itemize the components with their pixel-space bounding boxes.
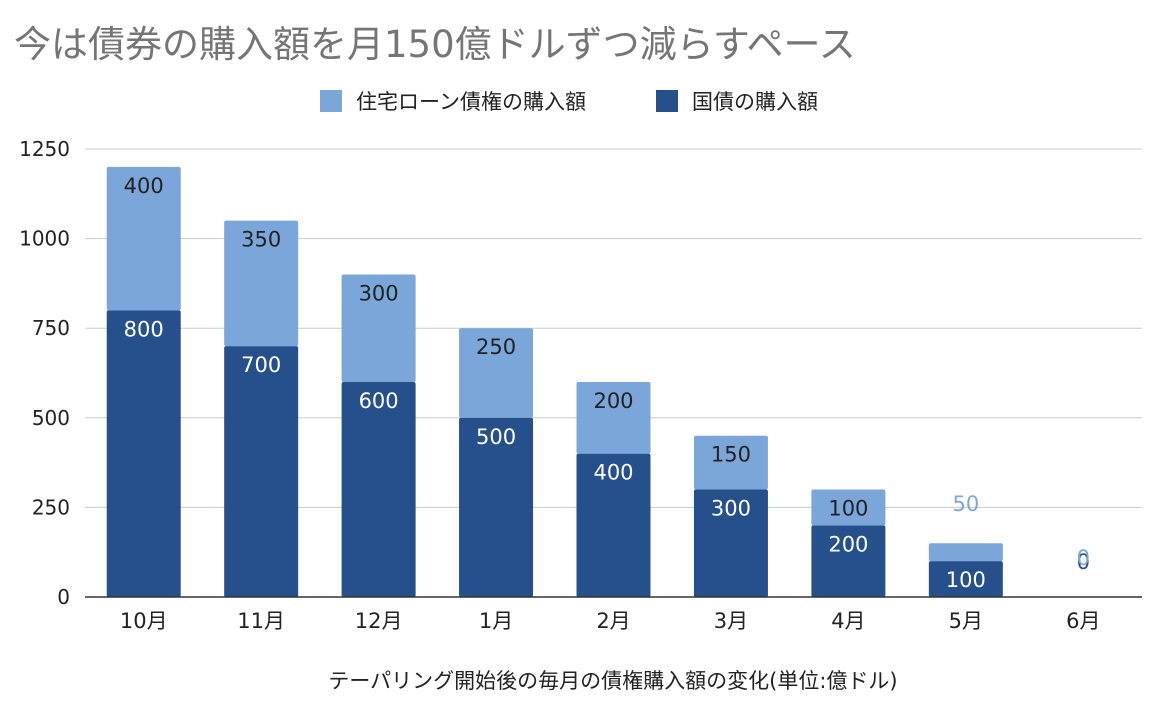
bar-group: 500 250 — [459, 328, 534, 597]
bar-group: 200 100 — [811, 489, 886, 597]
x-tick-label: 2月 — [596, 609, 630, 633]
x-tick-label: 11月 — [237, 609, 285, 633]
bar-mortgage — [693, 435, 768, 490]
bar-group: 400 200 — [576, 381, 651, 597]
y-tick-label: 250 — [32, 495, 70, 519]
x-tick-label: 6月 — [1066, 609, 1100, 633]
bar-mortgage — [106, 166, 181, 311]
legend-item-mortgage: 住宅ローン債権の購入額 — [320, 84, 586, 118]
bar-mortgage — [811, 489, 886, 526]
x-axis-title: テーパリング開始後の毎月の債権購入額の変化(単位:億ドル) — [328, 669, 897, 693]
bar-mortgage — [459, 328, 534, 418]
y-tick-label: 1250 — [19, 137, 70, 161]
bar-treasury — [224, 346, 299, 597]
y-tick-label: 1000 — [19, 227, 70, 251]
bar-treasury — [576, 453, 651, 597]
x-tick-label: 10月 — [120, 609, 168, 633]
legend-label-treasury: 国債の購入額 — [692, 90, 818, 114]
y-tick-label: 0 — [57, 585, 70, 609]
bar-treasury — [459, 417, 534, 597]
bar-treasury — [106, 310, 181, 597]
data-label-mortgage: 400 — [124, 174, 164, 198]
data-label-mortgage: 150 — [711, 443, 751, 467]
data-label-treasury: 0 — [1077, 550, 1090, 574]
legend-item-treasury: 国債の購入額 — [656, 84, 818, 118]
data-label-mortgage: 200 — [593, 389, 633, 413]
bar-mortgage — [576, 381, 651, 454]
bar-treasury — [341, 381, 416, 597]
x-tick-label: 5月 — [949, 609, 983, 633]
data-label-treasury: 100 — [946, 568, 986, 592]
data-label-mortgage: 100 — [828, 496, 868, 520]
data-label-mortgage: 50 — [952, 492, 979, 516]
data-label-treasury: 300 — [711, 496, 751, 520]
legend-label-mortgage: 住宅ローン債権の購入額 — [356, 90, 586, 114]
bar-group: 00 — [1077, 546, 1090, 574]
legend-swatch-mortgage — [320, 90, 342, 112]
x-tick-label: 3月 — [714, 609, 748, 633]
bar-treasury — [693, 489, 768, 597]
data-label-mortgage: 250 — [476, 335, 516, 359]
data-label-treasury: 600 — [359, 389, 399, 413]
y-tick-label: 750 — [32, 316, 70, 340]
data-label-treasury: 400 — [593, 461, 633, 485]
data-label-mortgage: 0 — [1077, 546, 1090, 570]
bar-group: 600 300 — [341, 274, 416, 597]
x-tick-label: 12月 — [355, 609, 403, 633]
data-label-treasury: 200 — [828, 532, 868, 556]
bar-group: 300 150 — [693, 435, 768, 597]
data-label-treasury: 800 — [124, 317, 164, 341]
x-axis-ticks: 10月 11月 12月 1月 2月 3月 4月 5月 6月 — [120, 609, 1101, 633]
x-tick-label: 1月 — [479, 609, 513, 633]
bar-mortgage — [341, 274, 416, 382]
y-axis-ticks: 0 250 500 750 1000 1250 — [19, 137, 70, 609]
data-label-treasury: 500 — [476, 425, 516, 449]
bar-group: 700 350 — [224, 220, 299, 597]
bar-group: 100 50 — [928, 492, 1003, 597]
chart-title: 今は債券の購入額を月150億ドルずつ減らすペース — [14, 23, 856, 66]
y-tick-label: 500 — [32, 406, 70, 430]
bar-mortgage — [224, 220, 299, 347]
data-label-treasury: 700 — [241, 353, 281, 377]
data-label-mortgage: 300 — [359, 281, 399, 305]
legend: 住宅ローン債権の購入額 国債の購入額 — [0, 84, 1164, 118]
bar-treasury — [811, 525, 886, 597]
x-tick-label: 4月 — [831, 609, 865, 633]
bar-treasury — [928, 561, 1003, 597]
data-label-mortgage: 350 — [241, 228, 281, 252]
bars: 8004007003506003005002504002003001502001… — [106, 166, 1090, 597]
bar-mortgage — [928, 543, 1003, 562]
bar-group: 800 400 — [106, 166, 181, 597]
legend-swatch-treasury — [656, 90, 678, 112]
